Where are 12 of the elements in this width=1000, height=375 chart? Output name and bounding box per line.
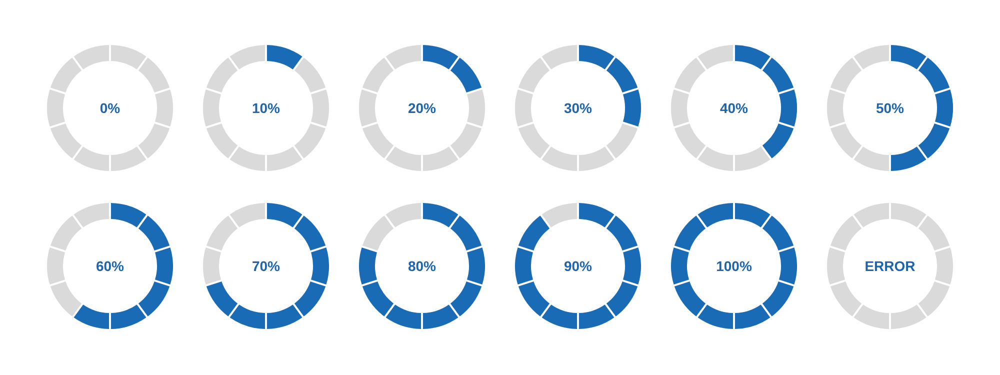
text: 40% (720, 100, 749, 116)
text: 30% (564, 100, 593, 116)
text: ERROR (864, 258, 916, 274)
text: 50% (876, 100, 905, 116)
text: 0% (100, 100, 121, 116)
text: 90% (564, 258, 593, 274)
text: 70% (252, 258, 281, 274)
text: 100% (716, 258, 752, 274)
text: 20% (408, 100, 437, 116)
text: 10% (252, 100, 281, 116)
text: 80% (408, 258, 437, 274)
text: 60% (96, 258, 125, 274)
